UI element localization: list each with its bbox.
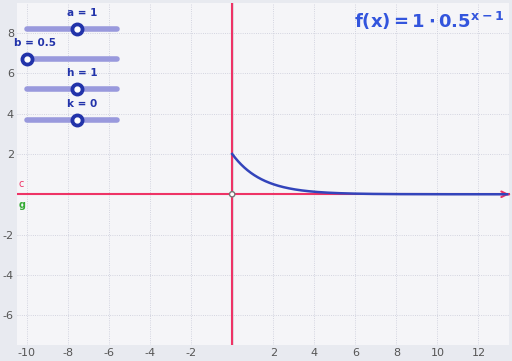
Text: $\mathbf{f(x) = 1 \cdot 0.5^{x-1}}$: $\mathbf{f(x) = 1 \cdot 0.5^{x-1}}$ (354, 10, 504, 32)
Circle shape (229, 192, 235, 197)
Text: a = 1: a = 1 (67, 8, 98, 18)
Text: b = 0.5: b = 0.5 (14, 38, 56, 48)
Text: c: c (19, 179, 24, 189)
Text: g: g (19, 200, 26, 210)
Text: h = 1: h = 1 (67, 68, 98, 78)
Text: k = 0: k = 0 (67, 99, 97, 109)
